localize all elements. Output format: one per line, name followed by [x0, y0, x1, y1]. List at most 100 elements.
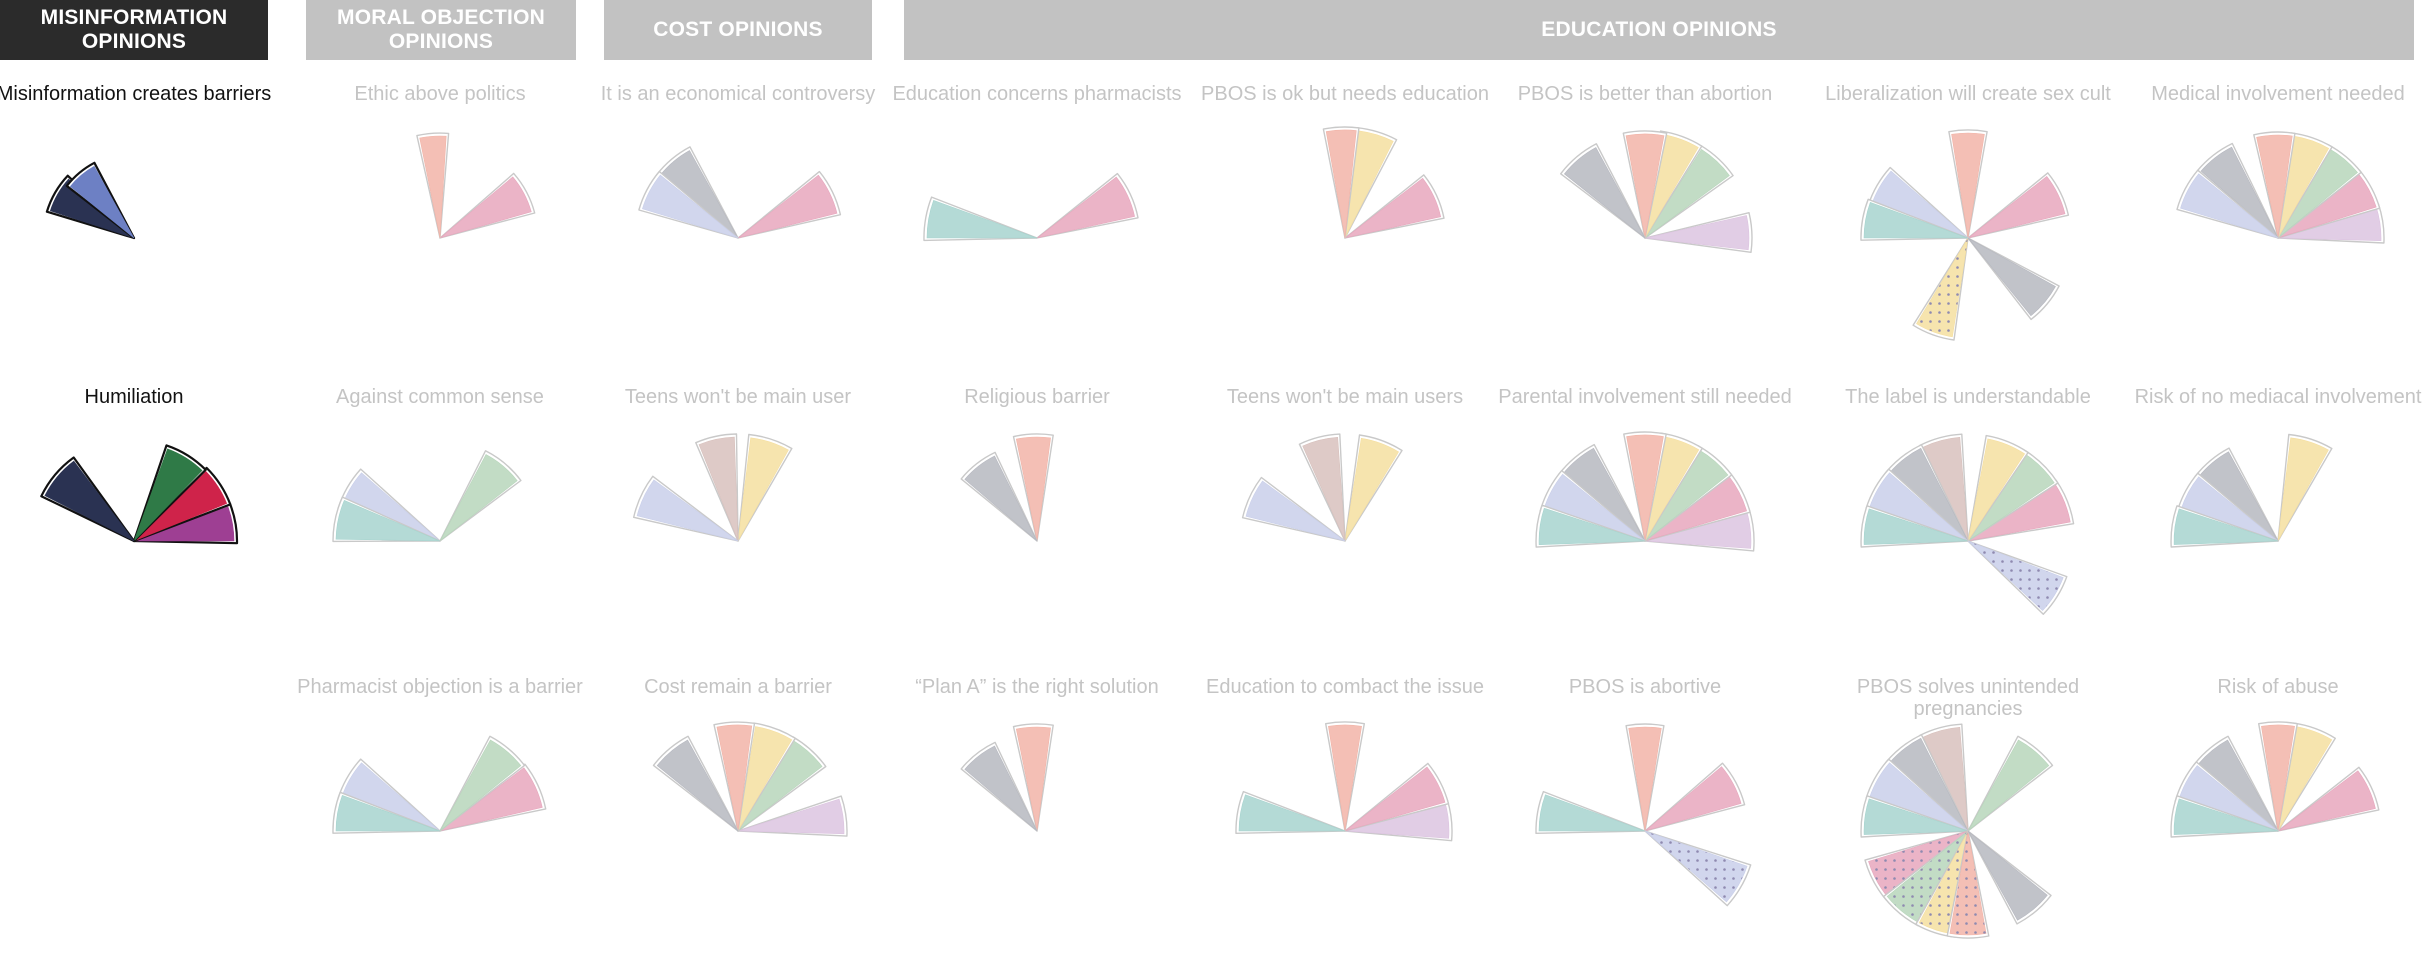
glyph-chart — [1535, 431, 1755, 552]
petal-pink — [1036, 172, 1139, 239]
petal-peach — [1625, 723, 1665, 832]
glyph-against-common-sense: Against common sense — [290, 386, 590, 676]
petal-pink — [439, 172, 536, 239]
glyph-chart — [1322, 126, 1445, 239]
petal-peach — [2258, 721, 2298, 832]
petal-peach — [713, 721, 756, 832]
petal-mauve — [695, 433, 739, 542]
petal-lilac — [1644, 212, 1753, 253]
glyph-chart — [652, 721, 848, 837]
glyph-chart — [1535, 723, 1752, 907]
petal-pink — [1344, 762, 1450, 832]
glyph-chart — [40, 444, 239, 545]
glyph-chart — [2170, 433, 2333, 548]
glyph-the-label-is-understandable: The label is understandable — [1818, 386, 2118, 676]
petal-peach — [1012, 433, 1054, 542]
header-moral-objection: MORAL OBJECTION OPINIONS — [306, 0, 576, 60]
petal-peach — [2253, 131, 2296, 239]
glyph-label: PBOS solves unintended pregnancies — [1856, 676, 2080, 720]
petal-crimson — [132, 466, 232, 543]
glyph-pbos-solves-unintended-pregnancies: PBOS solves unintended pregnancies — [1818, 676, 2118, 966]
glyph-ethic-above-politics: Ethic above politics — [290, 83, 590, 373]
petal-pink — [1644, 762, 1746, 832]
glyph-chart — [1860, 129, 2070, 341]
petal-peach — [416, 132, 450, 239]
glyph-label: Teens won't be main users — [1226, 386, 1464, 408]
petal-teal — [1235, 790, 1346, 834]
petal-gray — [1967, 237, 2060, 321]
petal-gray — [1967, 830, 2052, 925]
glyph-misinformation-creates-barriers: Misinformation creates barriers — [0, 83, 284, 373]
glyph-label: Education to combact the issue — [1206, 676, 1484, 698]
glyph-label: The label is understandable — [1845, 386, 2091, 408]
glyph-pbos-is-abortive: PBOS is abortive — [1495, 676, 1795, 966]
glyph-chart — [1860, 433, 2075, 615]
petal-teal — [1535, 790, 1646, 834]
petal-lavender — [2176, 169, 2279, 239]
glyph-chart — [923, 172, 1139, 242]
petal-lavender-dotted — [1644, 830, 1752, 907]
glyph-label: Risk of abuse — [2217, 676, 2339, 698]
glyph-humiliation: Humiliation — [0, 386, 284, 676]
glyph-chart — [960, 433, 1054, 542]
glyph-label: Liberalization will create sex cult — [1825, 83, 2111, 105]
petal-pink — [2277, 766, 2380, 832]
petal-gray — [652, 735, 739, 832]
petal-teal — [332, 496, 441, 543]
petal-lavender — [633, 475, 739, 542]
glyph-chart — [638, 146, 842, 239]
petal-gray — [1560, 143, 1646, 239]
petal-teal — [1860, 198, 1969, 241]
glyph-chart — [1560, 130, 1753, 253]
petal-green — [439, 735, 526, 832]
glyph-liberalization-will-create-sex-cult: Liberalization will create sex cult — [1818, 83, 2118, 373]
glyph-pharmacist-objection-is-a-barrier: Pharmacist objection is a barrier — [290, 676, 590, 966]
petal-yellow — [1344, 127, 1398, 239]
petal-yellow — [2277, 433, 2333, 542]
glyph-chart — [960, 723, 1054, 832]
glyph-label: Parental involvement still needed — [1498, 386, 1792, 408]
glyph-religious-barrier: Religious barrier — [887, 386, 1187, 676]
petal-mauve — [1298, 433, 1346, 542]
glyph-education-to-combact-the-issue: Education to combact the issue — [1195, 676, 1495, 966]
petal-peach — [1948, 129, 1988, 239]
petal-peach — [1325, 721, 1365, 832]
glyph-chart — [45, 161, 136, 240]
glyph-chart — [633, 433, 793, 542]
petal-teal — [332, 791, 441, 834]
petal-lilac — [1644, 508, 1755, 552]
glyph-chart — [1235, 721, 1453, 842]
glyph-label: Risk of no mediacal involvement — [2134, 386, 2422, 408]
petal-teal — [2170, 505, 2279, 548]
petal-pink — [1967, 172, 2070, 239]
glyph-education-concerns-pharmacists: Education concerns pharmacists — [887, 83, 1187, 373]
petal-yellow — [1344, 434, 1403, 542]
glyph-chart — [1241, 433, 1403, 542]
glyph-chart — [2170, 721, 2380, 838]
glyph-risk-of-abuse: Risk of abuse — [2128, 676, 2422, 966]
glyph-label: PBOS is ok but needs education — [1201, 83, 1489, 105]
petal-mauve — [1919, 723, 1969, 832]
petal-gray — [2196, 142, 2279, 239]
petal-gray — [960, 451, 1038, 542]
glyph-cost-remain-a-barrier: Cost remain a barrier — [588, 676, 888, 966]
glyph-label: Education concerns pharmacists — [892, 83, 1182, 105]
petal-lavender — [1241, 476, 1346, 542]
glyph-it-is-an-economical-controversy: It is an economical controversy — [588, 83, 888, 373]
petal-yellow — [1967, 434, 2029, 542]
glyph-label: Misinformation creates barriers — [0, 83, 272, 105]
header-education: EDUCATION OPINIONS — [904, 0, 2414, 60]
petal-lilac — [737, 795, 848, 837]
glyph-chart — [2176, 131, 2385, 244]
glyph-label: “Plan A” is the right solution — [915, 676, 1159, 698]
header-cost: COST OPINIONS — [604, 0, 872, 60]
petal-blue — [65, 161, 136, 240]
petal-peach-dotted — [1946, 830, 1990, 939]
glyph-chart — [416, 132, 536, 239]
glyph-label: Teens won't be main user — [624, 386, 852, 408]
glyph-pbos-is-better-than-abortion: PBOS is better than abortion — [1495, 83, 1795, 373]
petal-yellow-dotted — [1912, 237, 1969, 341]
petal-gray — [960, 741, 1038, 832]
petal-teal — [2170, 795, 2279, 838]
